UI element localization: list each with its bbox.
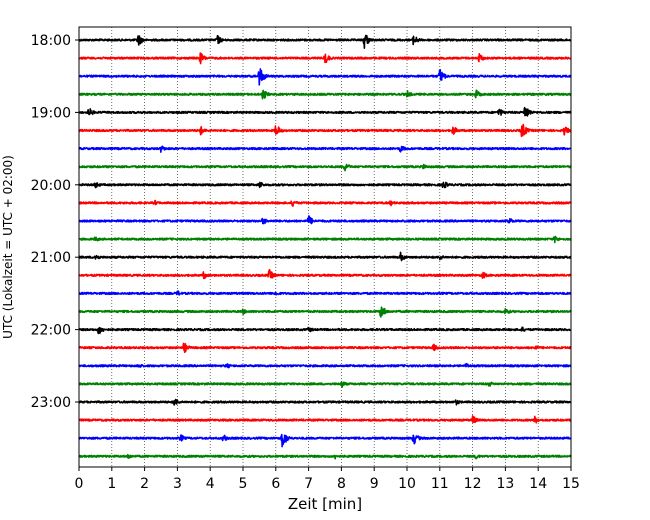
x-tick-label: 1: [107, 476, 116, 492]
x-tick-label: 10: [398, 476, 416, 492]
x-tick-label: 4: [206, 476, 215, 492]
trace-1930: [78, 145, 572, 153]
trace-2030: [78, 215, 572, 225]
seismic-traces: [78, 34, 572, 460]
x-tick-label: 0: [75, 476, 84, 492]
y-tick-label: 20:00: [31, 178, 71, 194]
x-tick-label: 11: [431, 476, 449, 492]
x-tick-label: 6: [271, 476, 280, 492]
trace-1830: [78, 68, 572, 86]
y-tick-label: 19:00: [31, 105, 71, 121]
y-axis-label: UTC (Lokalzeit = UTC + 02:00): [1, 155, 15, 339]
trace-2045: [78, 235, 572, 244]
x-tick-label: 9: [370, 476, 379, 492]
trace-2145: [78, 306, 572, 318]
x-tick-label: 2: [140, 476, 149, 492]
y-tick-label: 22:00: [31, 323, 71, 339]
x-axis-label: Zeit [min]: [288, 495, 362, 513]
trace-1900: [78, 106, 572, 117]
trace-1800: [78, 34, 572, 49]
x-tick-label: 13: [496, 476, 514, 492]
x-tick-label: 3: [173, 476, 182, 492]
trace-1945: [78, 163, 572, 172]
x-tick-label: 15: [562, 476, 580, 492]
trace-2345: [78, 453, 572, 460]
trace-2115: [78, 269, 572, 280]
trace-2130: [78, 290, 572, 296]
x-tick-label: 8: [337, 476, 346, 492]
trace-1845: [78, 89, 572, 100]
trace-2000: [78, 181, 572, 189]
x-tick-label: 14: [529, 476, 547, 492]
trace-2300: [78, 398, 572, 406]
y-tick-label: 21:00: [31, 250, 71, 266]
y-tick-label: 23:00: [31, 395, 71, 411]
y-tick-label: 18:00: [31, 33, 71, 49]
trace-2230: [78, 362, 572, 369]
trace-2245: [78, 381, 572, 388]
x-tick-label: 7: [304, 476, 313, 492]
trace-1815: [78, 52, 572, 65]
vertical-grid: [111, 27, 539, 467]
x-tick-label: 5: [239, 476, 248, 492]
trace-2015: [78, 199, 572, 207]
trace-2100: [78, 251, 572, 262]
trace-2330: [78, 433, 572, 448]
trace-2200: [78, 326, 572, 335]
x-axis: 0 1 2 3 4 5 6 7 8 9 10 11 12 13 14 15: [75, 467, 580, 492]
trace-2215: [78, 342, 572, 354]
y-axis: 18:00 19:00 20:00 21:00 22:00 23:00: [31, 33, 79, 411]
plot-frame: [78, 26, 572, 468]
trace-1915: [78, 123, 572, 138]
x-tick-label: 12: [464, 476, 482, 492]
trace-2315: [78, 415, 572, 424]
